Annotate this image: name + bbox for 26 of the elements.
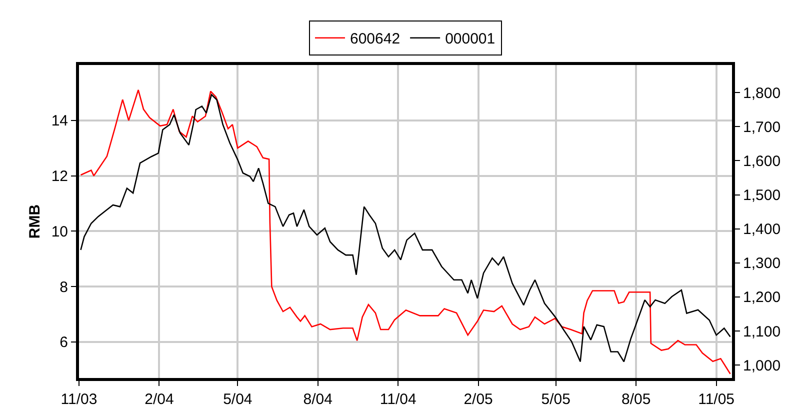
x-tick-label: 5/05 (541, 391, 570, 408)
y2-tick-label: 1,100 (743, 323, 781, 340)
y2-tick-label: 1,700 (743, 118, 781, 136)
y2-tick-label: 1,300 (743, 255, 781, 272)
y2-tick-label: 1,400 (743, 221, 781, 238)
x-tick-label: 2/04 (144, 391, 174, 408)
x-tick-label: 5/04 (223, 391, 252, 408)
legend-label: 000001 (445, 30, 496, 48)
y-tick-label: 10 (51, 223, 68, 240)
x-tick-label: 11/03 (60, 391, 98, 408)
y2-tick-label: 1,800 (743, 84, 781, 102)
y-tick-label: 8 (60, 278, 68, 296)
y-axis-title: RMB (26, 204, 44, 239)
x-tick-label: 8/04 (303, 391, 332, 408)
y2-tick-label: 1,600 (743, 152, 781, 170)
y2-tick-label: 1,200 (743, 289, 781, 306)
y-tick-label: 6 (60, 334, 68, 352)
y2-tick-label: 1,000 (743, 357, 781, 374)
y2-tick-label: 1,500 (743, 187, 781, 204)
y-tick-label: 14 (51, 112, 68, 130)
x-tick-label: 8/05 (622, 391, 651, 408)
x-tick-label: 2/05 (464, 391, 493, 408)
y-tick-label: 12 (51, 168, 68, 186)
x-tick-label: 11/04 (380, 391, 416, 408)
legend-label: 600642 (350, 30, 400, 48)
x-tick-label: 11/05 (698, 391, 735, 408)
